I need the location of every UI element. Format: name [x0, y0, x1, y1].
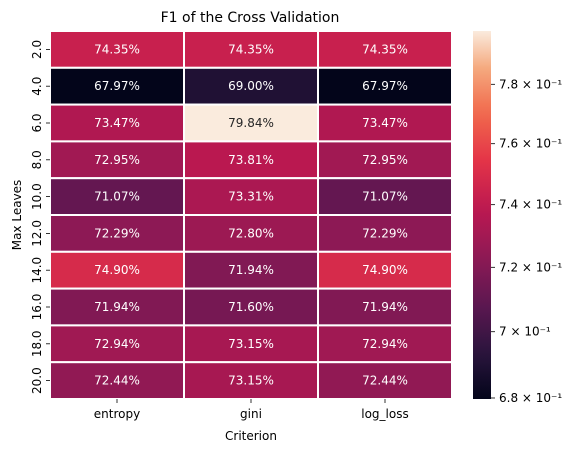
- heatmap-cell: [317, 140, 453, 180]
- y-tick-label: 4.0: [30, 77, 44, 96]
- cell-value-label: 72.44%: [362, 374, 408, 388]
- y-tick-label: 10.0: [30, 183, 44, 210]
- y-tick-label: 16.0: [30, 294, 44, 321]
- cell-value-label: 74.90%: [362, 263, 408, 277]
- colorbar-tick-label: 7 × 10⁻¹: [499, 325, 551, 339]
- cell-value-label: 73.15%: [228, 374, 274, 388]
- cell-value-label: 71.07%: [362, 190, 408, 204]
- cell-value-label: 72.80%: [228, 226, 274, 240]
- y-tick-label: 8.0: [30, 150, 44, 169]
- colorbar-tick-label: 7.8 × 10⁻¹: [499, 77, 562, 91]
- cell-value-label: 67.97%: [94, 79, 140, 93]
- y-tick-label: 6.0: [30, 113, 44, 132]
- cell-value-label: 72.29%: [362, 226, 408, 240]
- x-tick-label: log_loss: [361, 407, 408, 421]
- y-tick-label: 14.0: [30, 257, 44, 284]
- cell-value-label: 71.94%: [362, 300, 408, 314]
- cell-value-label: 72.95%: [362, 153, 408, 167]
- heatmap-cell: [49, 287, 185, 327]
- x-axis-label: Criterion: [225, 429, 277, 443]
- y-tick-label: 2.0: [30, 40, 44, 59]
- cell-value-label: 71.94%: [94, 300, 140, 314]
- cell-value-label: 71.07%: [94, 190, 140, 204]
- heatmap-cell: [317, 287, 453, 327]
- cell-value-label: 73.15%: [228, 337, 274, 351]
- cell-value-label: 73.47%: [362, 116, 408, 130]
- cell-value-label: 69.00%: [228, 79, 274, 93]
- cell-value-label: 79.84%: [228, 116, 274, 130]
- cell-value-label: 73.47%: [94, 116, 140, 130]
- x-tick-label: gini: [240, 407, 262, 421]
- heatmap-cell: [49, 250, 185, 290]
- heatmap-cell: [183, 361, 319, 401]
- y-axis-label: Max Leaves: [10, 180, 24, 251]
- chart-title: F1 of the Cross Validation: [161, 10, 340, 26]
- colorbar-tick-label: 7.4 × 10⁻¹: [499, 198, 562, 212]
- cell-value-label: 73.81%: [228, 153, 274, 167]
- y-tick-label: 12.0: [30, 220, 44, 247]
- heatmap-cells: 74.35% 74.35% 74.35% 67.97% 69.00% 67.97% 73.4…: [49, 30, 453, 401]
- cell-value-label: 72.94%: [362, 337, 408, 351]
- colorbar: 6.8 × 10⁻¹ 7 × 10⁻¹ 7.2 × 10⁻¹ 7.4 × 10⁻¹ 7.…: [473, 31, 562, 405]
- cell-value-label: 74.35%: [362, 42, 408, 56]
- heatmap-cell: [183, 250, 319, 290]
- heatmap-cell: [183, 214, 319, 253]
- colorbar-gradient: [473, 31, 491, 399]
- heatmap-cell: [183, 103, 319, 143]
- heatmap-cell: [317, 250, 453, 290]
- cell-value-label: 74.35%: [228, 42, 274, 56]
- cell-value-label: 72.94%: [94, 337, 140, 351]
- cell-value-label: 74.90%: [94, 263, 140, 277]
- heatmap-cell: [317, 324, 453, 364]
- cell-value-label: 72.44%: [94, 374, 140, 388]
- colorbar-tick-label: 7.2 × 10⁻¹: [499, 260, 562, 274]
- cell-value-label: 74.35%: [94, 42, 140, 56]
- y-tick-label: 20.0: [30, 367, 44, 394]
- cell-value-label: 72.95%: [94, 153, 140, 167]
- colorbar-tick-label: 6.8 × 10⁻¹: [499, 391, 562, 405]
- cell-value-label: 73.31%: [228, 190, 274, 204]
- y-tick-label: 18.0: [30, 330, 44, 357]
- cell-value-label: 71.94%: [228, 263, 274, 277]
- x-tick-labels: entropy gini log_loss: [94, 399, 409, 421]
- cell-value-label: 67.97%: [362, 79, 408, 93]
- heatmap-cell: [317, 66, 453, 106]
- cell-value-label: 72.29%: [94, 226, 140, 240]
- x-tick-label: entropy: [94, 407, 140, 421]
- y-tick-labels: 2.0 4.0 6.0 8.0 10.0 12.0 14.0 16.0 18.0 20.0: [30, 40, 50, 394]
- heatmap-cell: [317, 214, 453, 253]
- cell-value-label: 71.60%: [228, 300, 274, 314]
- colorbar-ticks: 6.8 × 10⁻¹ 7 × 10⁻¹ 7.2 × 10⁻¹ 7.4 × 10⁻¹ 7.…: [491, 77, 562, 405]
- heatmap-cell: [183, 287, 319, 327]
- heatmap-cell: [317, 361, 453, 401]
- colorbar-tick-label: 7.6 × 10⁻¹: [499, 137, 562, 151]
- heatmap-cell: [183, 177, 319, 216]
